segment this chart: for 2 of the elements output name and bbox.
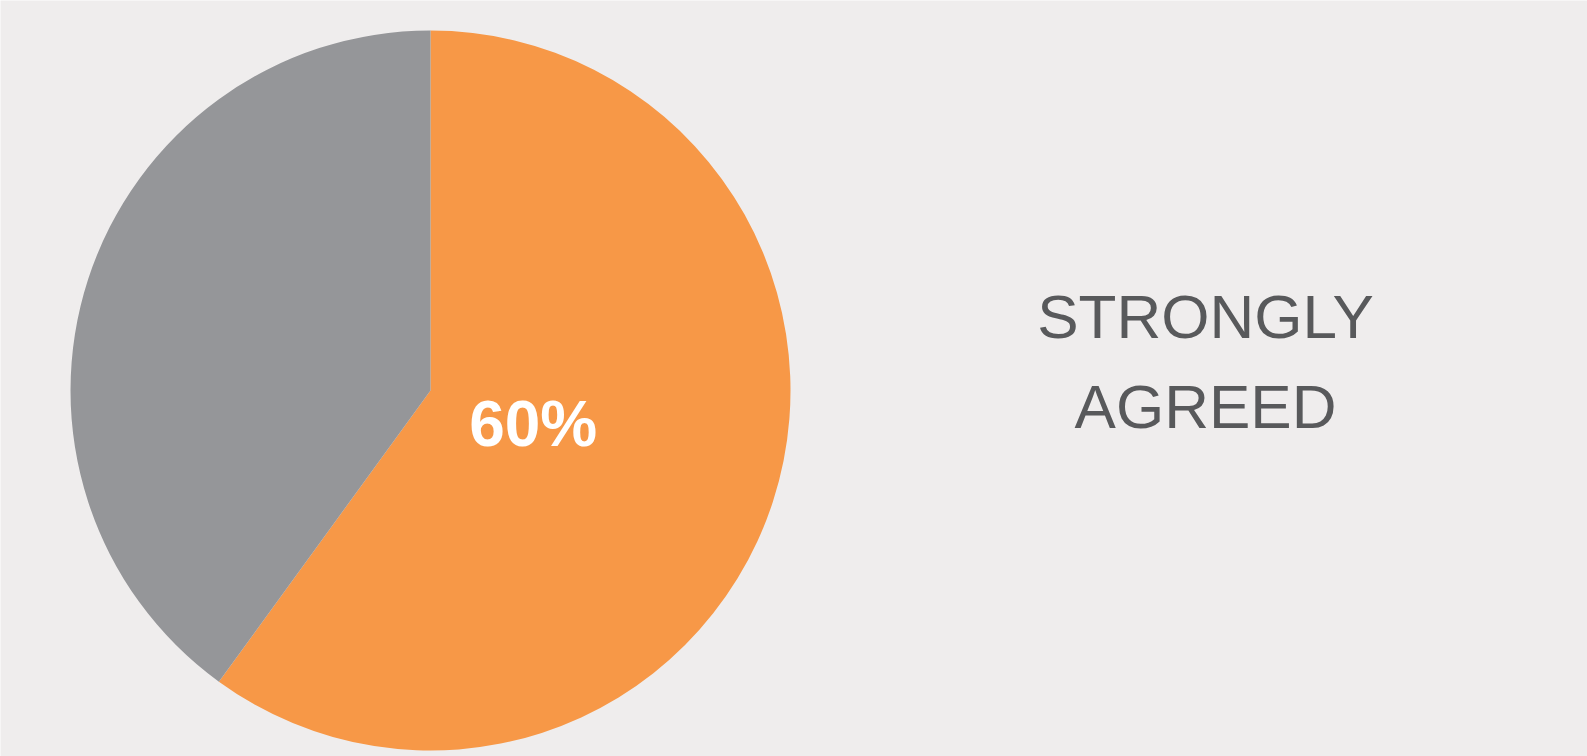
data-label: 60%: [469, 387, 598, 460]
text: STRONGLY AGREED: [1037, 282, 1374, 441]
